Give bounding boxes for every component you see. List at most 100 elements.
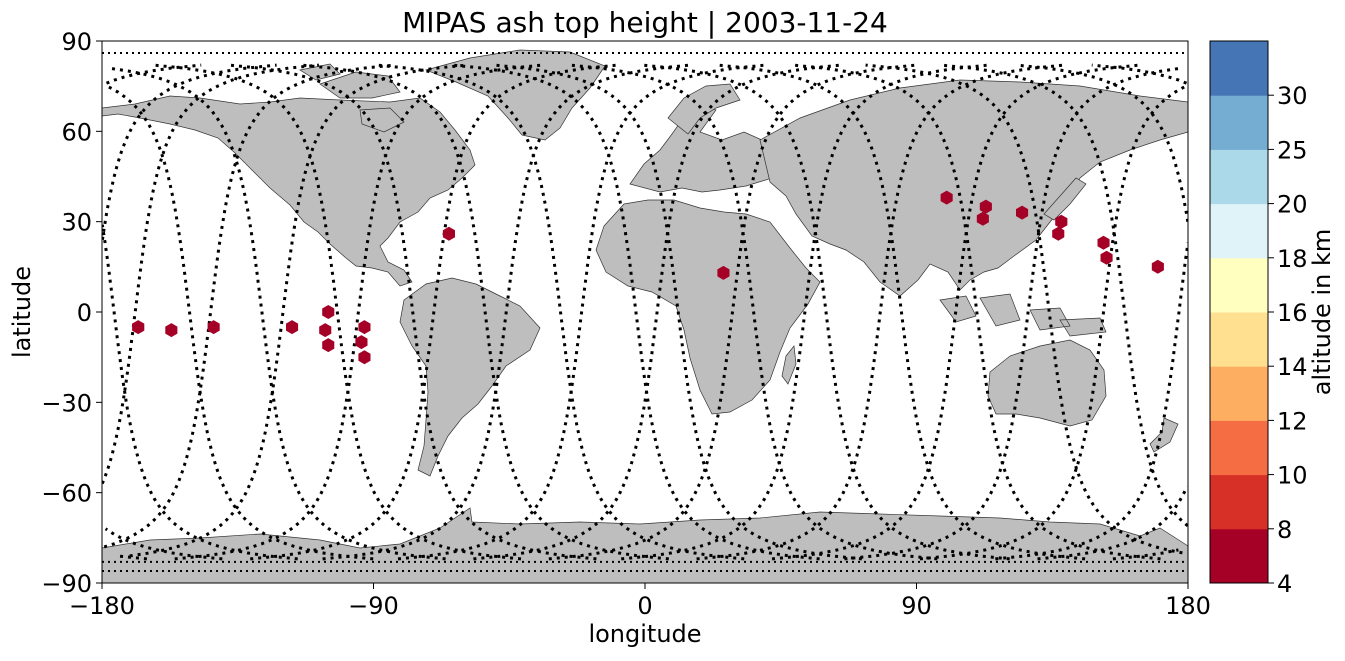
colorbar-segment: [1210, 149, 1268, 205]
orbit-track: [106, 63, 1188, 561]
colorbar-segment: [1210, 366, 1268, 421]
ash-point: [1151, 259, 1164, 274]
colorbar-tick-label: 14: [1277, 353, 1308, 381]
colorbar-label: altitude in km: [1308, 229, 1336, 396]
orbit-track: [548, 63, 917, 561]
colorbar-segment: [1210, 257, 1268, 313]
ash-detections: [132, 190, 1164, 365]
ash-point: [355, 335, 368, 350]
orbit-track: [102, 63, 1188, 561]
orbit-track: [102, 63, 1188, 561]
x-tick-label: 180: [1165, 592, 1211, 620]
orbit-track: [397, 63, 766, 561]
landmasses: [102, 49, 1188, 583]
orbit-track: [228, 63, 597, 561]
ash-point: [207, 320, 220, 335]
orbit-track: [452, 63, 820, 561]
colorbar-tick-label: 20: [1277, 191, 1308, 219]
orbit-track: [642, 63, 1010, 561]
colorbar-tick-label: 10: [1277, 462, 1308, 490]
x-tick-label: −180: [69, 592, 135, 620]
x-tick-label: 90: [901, 592, 932, 620]
colorbar-segment: [1210, 474, 1268, 530]
orbit-track: [174, 63, 543, 561]
x-axis: −180 −90 0 90 180: [69, 583, 1211, 620]
colorbar-tick-label: 18: [1277, 245, 1308, 273]
colorbar-segment: [1210, 203, 1268, 259]
x-tick-label: 0: [637, 592, 652, 620]
orbit-track: [104, 63, 1188, 561]
ash-point: [322, 305, 335, 319]
y-tick-label: −30: [41, 389, 92, 417]
land-north-america: [102, 95, 476, 287]
colorbar-tick-label: 8: [1277, 516, 1292, 544]
ash-point: [717, 265, 730, 280]
colorbar-tick-label: 12: [1277, 407, 1308, 435]
colorbar-tick-label: 30: [1277, 82, 1308, 110]
ash-point: [1052, 226, 1065, 241]
map-area: [102, 41, 1188, 583]
land-europe: [629, 105, 773, 193]
ash-point: [1055, 214, 1068, 229]
orbit-track: [376, 63, 745, 561]
y-tick-label: −90: [41, 570, 92, 598]
orbit-track: [696, 63, 1065, 561]
x-tick-label: −90: [348, 592, 399, 620]
orbit-track: [250, 63, 618, 561]
land-australia: [987, 339, 1107, 427]
colorbar-tick-label: 16: [1277, 299, 1308, 327]
orbit-track: [569, 63, 938, 561]
ash-point: [442, 226, 455, 241]
y-axis: −90 −60 −30 0 30 60 90: [41, 28, 102, 598]
x-axis-label: longitude: [588, 620, 701, 648]
land-arctic-islands: [299, 63, 405, 133]
ash-point: [1016, 205, 1029, 220]
colorbar-segment: [1210, 528, 1268, 584]
orbit-track: [301, 63, 669, 561]
ash-point: [358, 350, 371, 365]
y-tick-label: 60: [61, 118, 92, 146]
ash-point: [979, 199, 992, 214]
colorbar-segment: [1210, 95, 1268, 150]
orbit-track: [621, 63, 989, 561]
orbit-track: [473, 63, 841, 561]
orbit-track: [103, 63, 1179, 561]
ash-point: [358, 320, 371, 335]
y-axis-label: latitude: [8, 266, 36, 358]
colorbar-segment: [1210, 420, 1268, 476]
y-tick-label: 30: [61, 209, 92, 237]
orbit-track: [322, 63, 691, 561]
ash-point: [165, 323, 178, 338]
orbit-track: [771, 63, 1140, 561]
ash-point: [319, 323, 332, 338]
orbit-track: [793, 63, 1161, 561]
ash-point: [976, 211, 989, 226]
orbit-track: [105, 63, 1187, 561]
ash-point: [1100, 250, 1113, 265]
orbit-track: [102, 63, 1188, 561]
orbit-track: [116, 63, 1183, 561]
ash-point: [1097, 235, 1110, 250]
colorbar: 4 8 10 12 14 16 18 20 25 30: [1209, 40, 1308, 598]
land-japan: [1043, 177, 1087, 221]
colorbar-tick-label: 4: [1277, 570, 1292, 598]
ash-point: [132, 320, 145, 335]
chart-title: MIPAS ash top height | 2003-11-24: [402, 6, 888, 39]
orbit-tracks: [102, 52, 1188, 572]
land-southeast-asia-islands: [939, 293, 1107, 337]
land-madagascar: [781, 345, 797, 385]
colorbar-segment: [1210, 41, 1268, 96]
orbit-track: [153, 63, 522, 561]
land-greenland: [424, 49, 606, 141]
orbit-track: [717, 63, 1086, 561]
y-tick-label: 0: [77, 299, 92, 327]
colorbar-segment: [1210, 312, 1268, 367]
colorbar-tick-label: 25: [1277, 136, 1308, 164]
orbit-track: [494, 63, 863, 561]
ash-point: [940, 190, 953, 205]
y-tick-label: 90: [61, 28, 92, 56]
y-tick-label: −60: [41, 480, 92, 508]
ash-point: [322, 338, 335, 353]
ash-point: [286, 320, 299, 335]
